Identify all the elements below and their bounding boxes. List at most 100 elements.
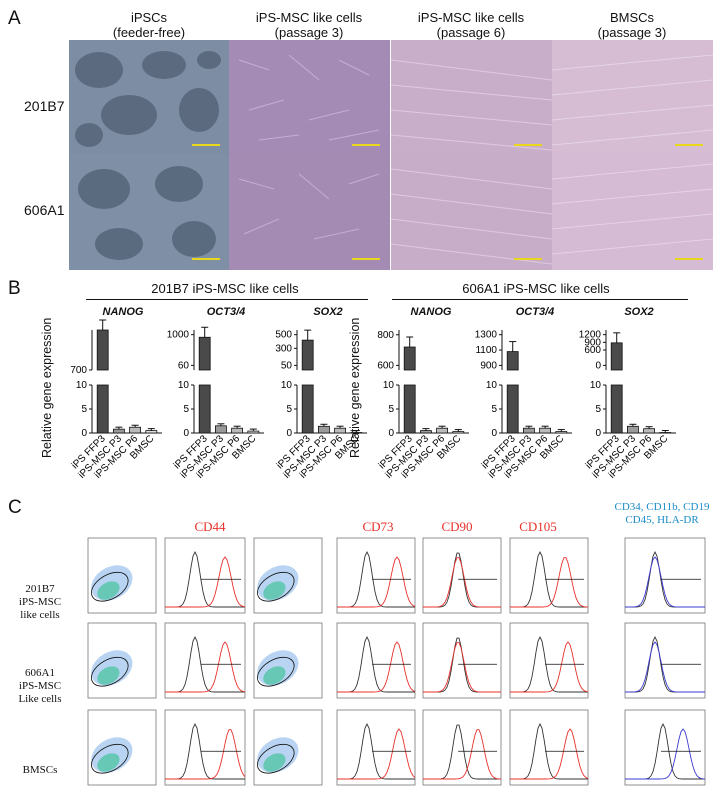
y-tick-label-lower: 0: [388, 428, 394, 439]
panel-b-label: B: [8, 278, 21, 299]
plot-frame: [422, 537, 502, 614]
col-header-ipsc: iPSCs (feeder-free): [112, 10, 186, 40]
plot-frame: [422, 709, 502, 786]
flow-plot: [336, 709, 416, 786]
gate: [257, 656, 295, 687]
panel-c-label: C: [8, 497, 22, 518]
flow-row-label-606a1: 606A1 iPS-MSC Like cells: [18, 667, 62, 705]
row-label-606a1: 606A1: [24, 202, 65, 218]
col-header-msc-p6: iPS-MSC like cells (passage 6): [417, 10, 525, 40]
flow-plot: [253, 622, 323, 699]
dot-core: [97, 753, 120, 772]
micrograph-201b7-msc-p6: [391, 40, 552, 156]
y-tick-label-upper: 900: [584, 337, 601, 348]
y-tick-label-upper: 60: [178, 360, 190, 371]
flow-plot: [336, 622, 416, 699]
dot-core: [263, 753, 286, 772]
micrograph-606a1-ipsc: [69, 154, 230, 270]
col-header-bmsc: BMSCs (passage 3): [597, 10, 667, 40]
flow-plot: [509, 622, 589, 699]
plot-frame: [624, 709, 706, 786]
flow-plot: [422, 709, 502, 786]
y-tick-label-upper: 500: [275, 330, 292, 341]
y-tick-label-upper: 300: [275, 343, 292, 354]
group-underline-201b7: [86, 299, 368, 300]
marker-cd90: CD90: [441, 519, 473, 534]
marker-histogram: [165, 556, 246, 608]
micrograph-201b7-ipsc: [69, 40, 230, 156]
micrograph-201b7-msc-p3: [229, 40, 390, 156]
flow-plot: [624, 709, 706, 786]
y-tick-label-lower: 5: [183, 404, 189, 415]
gene-title-1: NANOG: [102, 306, 144, 318]
flow-row-label-201b7: 201B7 iPS-MSC like cells: [18, 583, 62, 621]
y-tick-label-upper: 1000: [167, 330, 190, 341]
micrograph-201b7-bmsc: [552, 40, 713, 156]
marker-histogram: [337, 728, 416, 780]
y-tick-label-upper: 1200: [579, 330, 602, 341]
dot-core: [97, 666, 120, 685]
flow-plot: [164, 622, 246, 699]
y-tick-label-lower: 5: [286, 404, 292, 415]
row-label-201b7: 201B7: [24, 98, 65, 114]
flow-plot: [422, 537, 502, 614]
group-title-606a1: 606A1 iPS-MSC like cells: [462, 281, 610, 296]
marker-histogram: [165, 641, 246, 693]
y-tick-label-lower: 5: [81, 404, 87, 415]
y-tick-label-upper: 700: [70, 365, 87, 376]
y-tick-label-lower: 5: [491, 404, 497, 415]
bar: [506, 384, 519, 434]
marker-histogram: [510, 557, 589, 608]
marker-histogram: [337, 556, 416, 608]
marker-histogram: [625, 556, 705, 608]
gate: [257, 571, 295, 602]
flow-plot: [164, 709, 246, 786]
plot-frame: [624, 537, 706, 614]
flow-plot: [87, 709, 157, 786]
y-tick-label-lower: 10: [178, 380, 190, 391]
flow-plot: [87, 537, 157, 614]
flow-plot: [336, 537, 416, 614]
y-tick-label-lower: 5: [388, 404, 394, 415]
y-tick-label-upper: 900: [480, 360, 497, 371]
plot-frame: [624, 622, 706, 699]
marker-histogram: [625, 728, 706, 780]
gate: [91, 743, 129, 774]
plot-frame: [509, 622, 589, 699]
flow-plot: [509, 709, 589, 786]
y-tick-label-lower: 10: [76, 380, 88, 391]
flow-plot: [422, 622, 502, 699]
gene-title-5: OCT3/4: [515, 306, 555, 318]
plot-frame: [336, 622, 416, 699]
flow-plot: [253, 709, 323, 786]
y-tick-label-lower: 0: [183, 428, 189, 439]
marker-cd73: CD73: [362, 519, 394, 534]
y-tick-label-upper: 50: [281, 360, 293, 371]
bar: [403, 384, 416, 434]
marker-histogram: [510, 641, 589, 693]
gate: [257, 743, 295, 774]
plot-frame: [509, 537, 589, 614]
marker-negative: CD34, CD11b, CD19 CD45, HLA-DR: [614, 501, 710, 526]
bar: [198, 384, 211, 434]
y-tick-label-lower: 10: [486, 380, 498, 391]
y-tick-label-upper: 0: [595, 360, 601, 371]
flow-plot: [624, 622, 706, 699]
marker-histogram: [423, 557, 501, 608]
flow-plot: [164, 537, 246, 614]
marker-histogram: [625, 641, 705, 693]
dot-core: [97, 581, 120, 600]
y-tick-label-lower: 0: [286, 428, 292, 439]
plot-frame: [422, 622, 502, 699]
y-tick-label-lower: 0: [595, 428, 601, 439]
flow-plot: [509, 537, 589, 614]
dot-core: [263, 581, 286, 600]
flow-row-label-bmsc: BMSCs: [22, 764, 58, 776]
y-tick-label-upper: 600: [377, 360, 394, 371]
bar: [96, 384, 109, 434]
plot-frame: [164, 622, 246, 699]
gate: [91, 571, 129, 602]
dot-core: [263, 666, 286, 685]
plot-frame: [164, 537, 246, 614]
